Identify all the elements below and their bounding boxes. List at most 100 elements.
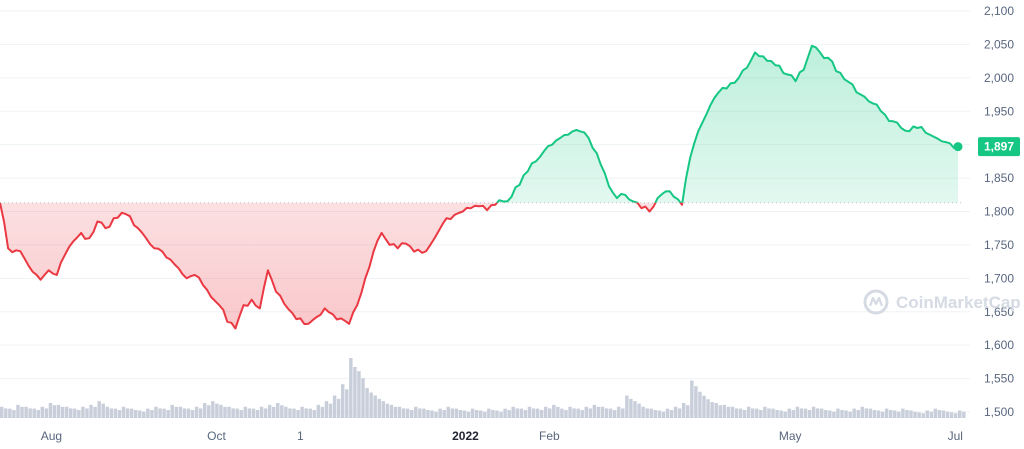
volume-bar <box>474 410 479 418</box>
volume-bar <box>763 406 767 418</box>
y-axis-labels: 1,500 1,550 1,600 1,650 1,700 1,750 1,800 1,850… <box>984 4 1014 419</box>
volume-bar <box>117 410 122 418</box>
volume-bar <box>803 408 808 418</box>
price-lines <box>0 44 959 330</box>
current-price-dot <box>953 142 963 152</box>
volume-bar <box>783 411 787 418</box>
volume-bar <box>479 410 483 418</box>
volume-bar <box>8 408 12 418</box>
volume-bar <box>836 408 840 418</box>
volume-bar <box>316 404 321 418</box>
y-tick-label: 1,850 <box>984 171 1014 185</box>
volume-bar <box>426 410 430 418</box>
volume-bar <box>832 411 836 418</box>
volume-bar <box>377 398 381 418</box>
volume-bar <box>211 401 215 418</box>
price-line-up <box>0 44 959 203</box>
volume-bar <box>430 410 434 418</box>
volume-bar <box>880 411 885 418</box>
volume-bar <box>276 403 280 418</box>
volume-bar <box>929 411 934 418</box>
volume-bar <box>592 404 597 418</box>
volume-bar <box>852 408 856 418</box>
volume-bar <box>190 410 195 418</box>
volume-bar <box>418 408 422 418</box>
volume-bar <box>491 410 495 418</box>
volume-bar <box>560 408 564 418</box>
volume-bar <box>422 408 426 418</box>
volume-bar <box>625 395 629 418</box>
volume-bar <box>450 408 455 418</box>
volume-bar <box>913 411 917 418</box>
volume-bar <box>556 406 560 418</box>
current-price-tag: 1,897 <box>978 137 1020 157</box>
volume-bar <box>345 389 349 418</box>
volume-bar <box>4 408 8 418</box>
volume-bar <box>304 408 308 418</box>
volume-bar <box>868 408 873 418</box>
volume-bar <box>385 403 390 418</box>
volume-bar <box>584 406 589 418</box>
volume-bar <box>24 406 28 418</box>
volume-bar <box>158 408 162 418</box>
volume-bar <box>787 408 791 418</box>
price-area-fills <box>0 45 958 329</box>
volume-bar <box>824 410 828 418</box>
volume-bar <box>288 408 292 418</box>
volume-bar <box>105 406 110 418</box>
volume-bar <box>543 406 548 418</box>
volume-bar <box>365 388 369 418</box>
volume-bar <box>243 406 248 418</box>
volume-bar <box>572 408 576 418</box>
volume-bar <box>389 404 394 418</box>
volume-bar <box>539 410 544 418</box>
volume-bar <box>170 404 174 418</box>
y-tick-label: 1,600 <box>984 338 1014 352</box>
volume-bar <box>202 403 207 418</box>
volume-bar <box>917 412 921 418</box>
volume-bar <box>52 405 57 418</box>
volume-bar <box>16 404 20 418</box>
y-tick-label: 2,000 <box>984 71 1014 85</box>
volume-bar <box>617 406 621 418</box>
volume-bar <box>259 406 264 418</box>
volume-bar <box>641 406 645 418</box>
volume-bar <box>308 408 312 418</box>
volume-bar <box>629 398 633 418</box>
x-axis-labels: Aug Oct 1 2022 Feb May Jul <box>41 429 963 443</box>
volume-bar <box>686 405 690 418</box>
volume-bar <box>564 410 568 418</box>
volume-bar <box>941 410 946 418</box>
volume-bar <box>710 402 714 418</box>
volume-bar <box>909 410 913 418</box>
volume-bar <box>958 410 962 418</box>
volume-bar <box>64 406 69 418</box>
volume-bar <box>738 408 743 418</box>
volume-bar <box>621 408 625 418</box>
area-fill-below <box>0 202 683 329</box>
volume-bar <box>381 401 386 418</box>
volume-bar <box>661 411 666 418</box>
volume-bar <box>20 406 24 418</box>
volume-bar <box>933 408 938 418</box>
volume-bar <box>263 408 268 418</box>
volume-bar <box>507 410 511 418</box>
volume-bar <box>856 410 860 418</box>
volume-bar <box>442 410 446 418</box>
volume-bar <box>844 410 848 418</box>
volume-bar <box>434 411 438 418</box>
volume-bar <box>133 410 138 418</box>
volume-bar <box>121 406 126 418</box>
volume-bar <box>56 404 61 418</box>
volume-bar <box>893 410 897 418</box>
volume-bar <box>742 410 747 418</box>
volume-bar <box>198 408 203 418</box>
volume-bar <box>694 386 698 418</box>
volume-bar <box>393 406 398 418</box>
volume-bar <box>604 408 609 418</box>
volume-bar <box>552 404 556 418</box>
volume-bar <box>962 411 966 418</box>
volume-bar <box>32 408 36 418</box>
